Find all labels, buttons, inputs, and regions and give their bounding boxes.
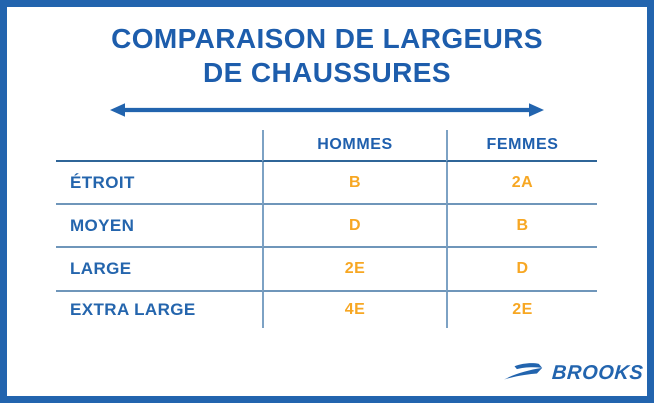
column-header-femmes: FEMMES bbox=[446, 130, 597, 162]
brooks-logo: BROOKS bbox=[503, 360, 644, 386]
page-title-line2: DE CHAUSSURES bbox=[203, 57, 451, 88]
row-label-extra-large: EXTRA LARGE bbox=[70, 300, 196, 319]
brooks-logo-text: BROOKS bbox=[550, 361, 644, 384]
value-moyen-hommes: D bbox=[262, 205, 446, 248]
page-title-line1: COMPARAISON DE LARGEURS bbox=[111, 23, 543, 54]
page-title: COMPARAISON DE LARGEURS DE CHAUSSURES bbox=[7, 22, 647, 90]
value-extra-large-femmes: 2E bbox=[446, 292, 597, 328]
value-large-hommes: 2E bbox=[262, 248, 446, 292]
column-header-hommes: HOMMES bbox=[262, 130, 446, 162]
row-label-moyen: MOYEN bbox=[56, 205, 262, 248]
value-etroit-hommes: B bbox=[262, 162, 446, 205]
width-comparison-table: HOMMES FEMMES ÉTROIT B 2A MOYEN D B LARG… bbox=[56, 130, 597, 328]
value-extra-large-hommes: 4E bbox=[262, 292, 446, 328]
value-etroit-femmes: 2A bbox=[446, 162, 597, 205]
table-corner-cell bbox=[56, 130, 262, 162]
double-arrow-icon bbox=[108, 102, 546, 118]
value-large-femmes: D bbox=[446, 248, 597, 292]
value-moyen-femmes: B bbox=[446, 205, 597, 248]
brooks-chevron-icon bbox=[503, 360, 546, 386]
row-label-large: LARGE bbox=[56, 248, 262, 292]
row-label-etroit: ÉTROIT bbox=[56, 162, 262, 205]
